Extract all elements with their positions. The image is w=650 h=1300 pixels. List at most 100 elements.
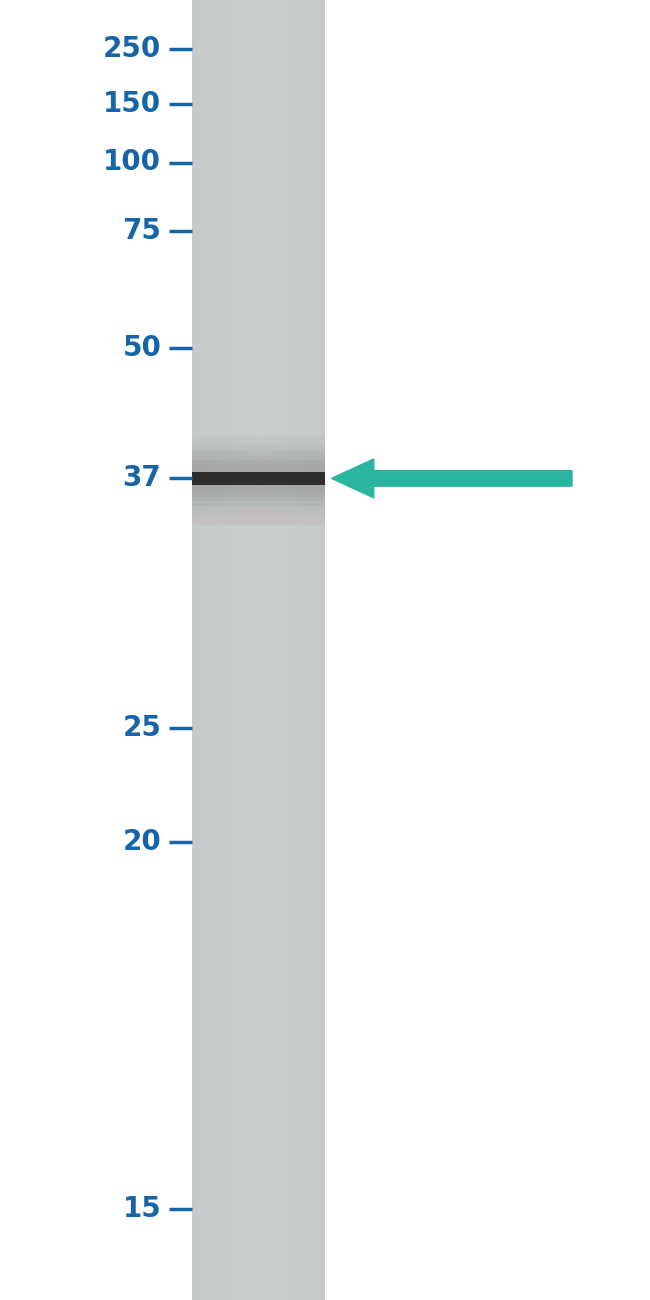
Text: 50: 50 (122, 334, 161, 363)
Bar (298, 0, 300, 1300)
Bar (263, 0, 265, 1300)
Bar (310, 0, 312, 1300)
Bar (300, 0, 302, 1300)
Bar (250, 0, 252, 1300)
Bar (194, 0, 195, 1300)
Bar (260, 0, 262, 1300)
Bar (192, 0, 325, 1300)
Bar (237, 0, 239, 1300)
Bar (322, 0, 323, 1300)
Bar (275, 0, 277, 1300)
Bar (308, 0, 310, 1300)
Bar (209, 0, 210, 1300)
Bar (192, 460, 325, 497)
Bar (280, 0, 281, 1300)
Bar (231, 0, 233, 1300)
Bar (305, 0, 307, 1300)
FancyArrow shape (332, 459, 572, 498)
Bar (259, 0, 260, 1300)
Bar (216, 0, 218, 1300)
Bar (302, 0, 304, 1300)
Bar (265, 0, 266, 1300)
Bar (192, 472, 325, 485)
Bar (257, 0, 259, 1300)
Bar (240, 0, 242, 1300)
Bar (227, 0, 228, 1300)
Bar (293, 0, 295, 1300)
Bar (323, 0, 325, 1300)
Bar (205, 0, 207, 1300)
Bar (287, 0, 289, 1300)
Bar (192, 438, 325, 519)
Text: 75: 75 (122, 217, 161, 246)
Text: 25: 25 (122, 714, 161, 742)
Bar (266, 0, 268, 1300)
Bar (192, 464, 325, 493)
Bar (278, 0, 280, 1300)
Bar (318, 0, 320, 1300)
Bar (242, 0, 243, 1300)
Bar (220, 0, 222, 1300)
Bar (254, 0, 255, 1300)
Bar (262, 0, 263, 1300)
Text: 20: 20 (122, 828, 161, 857)
Text: 250: 250 (103, 35, 161, 64)
Bar (248, 0, 250, 1300)
Text: 15: 15 (122, 1195, 161, 1223)
Bar (224, 0, 225, 1300)
Bar (283, 0, 285, 1300)
Bar (225, 0, 227, 1300)
Bar (304, 0, 305, 1300)
Bar (222, 0, 224, 1300)
Bar (307, 0, 308, 1300)
Bar (268, 0, 270, 1300)
Bar (230, 0, 231, 1300)
Bar (274, 0, 275, 1300)
Bar (317, 0, 318, 1300)
Bar (235, 0, 237, 1300)
Bar (203, 0, 205, 1300)
Bar (255, 0, 257, 1300)
Bar (272, 0, 274, 1300)
Bar (207, 0, 209, 1300)
Bar (198, 0, 200, 1300)
Text: 150: 150 (103, 90, 161, 118)
Bar (252, 0, 254, 1300)
Bar (247, 0, 248, 1300)
Bar (289, 0, 290, 1300)
Bar (281, 0, 283, 1300)
Text: 100: 100 (103, 148, 161, 177)
Bar (200, 0, 202, 1300)
Bar (320, 0, 322, 1300)
Bar (192, 455, 325, 502)
Bar (215, 0, 216, 1300)
Bar (295, 0, 296, 1300)
Bar (285, 0, 287, 1300)
Bar (290, 0, 292, 1300)
Bar (192, 451, 325, 506)
Bar (313, 0, 315, 1300)
Bar (312, 0, 313, 1300)
Bar (192, 434, 325, 523)
Bar (195, 0, 197, 1300)
Bar (315, 0, 317, 1300)
Bar (245, 0, 247, 1300)
Bar (243, 0, 245, 1300)
Bar (277, 0, 278, 1300)
Bar (213, 0, 215, 1300)
Bar (202, 0, 203, 1300)
Bar (210, 0, 212, 1300)
Bar (212, 0, 213, 1300)
Bar (192, 0, 194, 1300)
Bar (197, 0, 198, 1300)
Bar (192, 442, 325, 515)
Bar (192, 510, 325, 525)
Bar (192, 447, 325, 510)
Text: 37: 37 (122, 464, 161, 493)
Bar (270, 0, 272, 1300)
Bar (296, 0, 298, 1300)
Bar (292, 0, 293, 1300)
Bar (233, 0, 235, 1300)
Bar (228, 0, 230, 1300)
Bar (239, 0, 240, 1300)
